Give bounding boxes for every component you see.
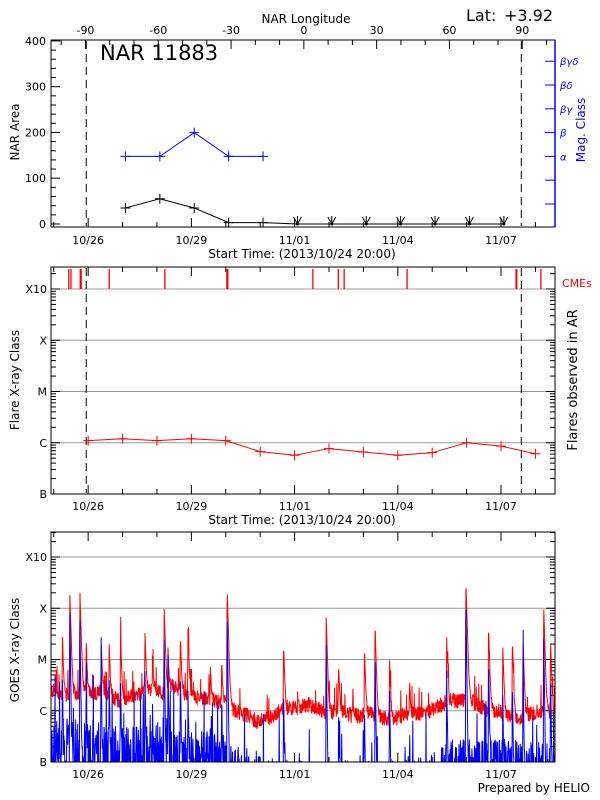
latitude-value: +3.92 bbox=[504, 6, 553, 25]
y-tick-label: B bbox=[39, 488, 47, 501]
mag-class-point bbox=[120, 151, 131, 162]
y-tick-label: B bbox=[39, 756, 47, 769]
mag-class-point bbox=[154, 151, 165, 162]
x-tick-label: 11/01 bbox=[279, 768, 311, 781]
cme-label: CMEs bbox=[562, 277, 592, 290]
goes-short-channel-line bbox=[51, 609, 555, 762]
panel2-xlabel: Start Time: (2013/10/24 20:00) bbox=[208, 513, 395, 527]
x-tick-label: 11/04 bbox=[382, 500, 414, 513]
flare-class-axis-label: Flare X-ray Class bbox=[8, 330, 22, 430]
x-tick-label: 11/01 bbox=[279, 234, 311, 247]
y-tick-label: C bbox=[39, 705, 47, 718]
region-title: NAR 11883 bbox=[100, 41, 218, 65]
plot-frame bbox=[50, 266, 556, 495]
flare-class-point bbox=[461, 437, 472, 448]
mag-class-tick-label: βγδ bbox=[559, 57, 578, 68]
flare-class-point bbox=[186, 433, 197, 444]
area-zero-dot bbox=[330, 222, 334, 226]
area-zero-dot bbox=[364, 222, 368, 226]
mag-class-point bbox=[189, 127, 200, 138]
goes-long-channel-line bbox=[51, 588, 555, 730]
x-tick-label: 10/26 bbox=[72, 768, 104, 781]
flare-class-point bbox=[151, 435, 162, 446]
y-tick-label: 100 bbox=[25, 172, 46, 185]
lon-tick-label: -90 bbox=[76, 24, 94, 37]
lon-tick-label: -60 bbox=[149, 24, 167, 37]
area-zero-dot bbox=[399, 222, 403, 226]
x-tick-label: 10/29 bbox=[176, 768, 208, 781]
y-tick-label: M bbox=[38, 654, 48, 667]
mag-class-tick-label: α bbox=[560, 152, 567, 163]
y-tick-label: 300 bbox=[25, 81, 46, 94]
x-tick-label: 11/04 bbox=[382, 768, 414, 781]
y-tick-label: 200 bbox=[25, 126, 46, 139]
latitude-label: Lat: bbox=[466, 6, 496, 25]
panel1-xlabel: Start Time: (2013/10/24 20:00) bbox=[208, 247, 395, 261]
flare-panel: B C M X X10 10/26 10/29 11/01 11/04 11/07 bbox=[25, 266, 556, 513]
x-tick-label: 11/01 bbox=[279, 500, 311, 513]
flare-class-point bbox=[530, 448, 541, 459]
y-tick-label: 400 bbox=[25, 35, 46, 48]
lon-tick-label: 60 bbox=[442, 24, 456, 37]
area-panel: 0 100 200 300 400 -90 -60 -30 0 30 60 90 10/26 10/29 1… bbox=[25, 24, 578, 247]
mag-class-point bbox=[223, 151, 234, 162]
area-point bbox=[258, 217, 269, 228]
flare-class-line bbox=[88, 438, 536, 456]
x-tick-label: 11/04 bbox=[382, 234, 414, 247]
mag-class-axis-label: Mag. Class bbox=[574, 98, 588, 163]
flare-class-point bbox=[323, 443, 334, 454]
x-tick-label: 10/26 bbox=[72, 500, 104, 513]
area-point bbox=[223, 217, 234, 228]
lon-tick-label: -30 bbox=[222, 24, 240, 37]
y-tick-label: X10 bbox=[25, 283, 47, 296]
x-tick-label: 10/26 bbox=[72, 234, 104, 247]
x-tick-label: 10/29 bbox=[176, 500, 208, 513]
area-zero-dot bbox=[467, 222, 471, 226]
flares-observed-label: Flares observed in AR bbox=[566, 309, 581, 450]
y-tick-label: X bbox=[39, 334, 47, 347]
mag-class-point bbox=[258, 151, 269, 162]
y-tick-label: X10 bbox=[25, 551, 47, 564]
y-tick-label: 0 bbox=[39, 218, 46, 231]
flare-class-point bbox=[358, 446, 369, 457]
flare-class-point bbox=[496, 441, 507, 452]
y-tick-label: X bbox=[39, 602, 47, 615]
lon-tick-label: 30 bbox=[370, 24, 384, 37]
flare-class-point bbox=[427, 447, 438, 458]
y-tick-label: M bbox=[38, 386, 48, 399]
plot-frame bbox=[50, 531, 556, 763]
mag-class-tick-label: βδ bbox=[559, 81, 573, 92]
area-point bbox=[189, 202, 200, 213]
x-tick-label: 11/07 bbox=[485, 500, 517, 513]
top-axis-title: NAR Longitude bbox=[261, 12, 350, 26]
y-tick-label: C bbox=[39, 437, 47, 450]
area-point bbox=[120, 202, 131, 213]
x-tick-label: 11/07 bbox=[485, 234, 517, 247]
flare-class-point bbox=[220, 435, 231, 446]
goes-curves bbox=[51, 588, 555, 762]
area-line bbox=[125, 198, 504, 225]
x-tick-label: 11/07 bbox=[485, 768, 517, 781]
lon-tick-label: 0 bbox=[300, 24, 307, 37]
area-zero-dot bbox=[295, 222, 299, 226]
lon-tick-label: 90 bbox=[515, 24, 529, 37]
goes-panel: B C M X X10 10/26 10/29 11/01 11/04 11/07 bbox=[25, 531, 556, 781]
area-axis-label: NAR Area bbox=[8, 104, 22, 161]
flare-class-point bbox=[289, 450, 300, 461]
flare-class-point bbox=[117, 433, 128, 444]
mag-class-tick-label: β bbox=[559, 129, 567, 140]
flare-class-point bbox=[255, 446, 266, 457]
area-zero-dot bbox=[502, 222, 506, 226]
x-tick-label: 10/29 bbox=[176, 234, 208, 247]
mag-class-tick-label: βγ bbox=[559, 105, 573, 116]
prepared-by-credit: Prepared by HELIO bbox=[478, 781, 590, 795]
area-zero-dot bbox=[433, 222, 437, 226]
flare-class-point bbox=[83, 435, 94, 446]
goes-class-axis-label: GOES X-ray Class bbox=[8, 598, 22, 702]
flare-class-point bbox=[392, 450, 403, 461]
area-point bbox=[154, 193, 165, 204]
